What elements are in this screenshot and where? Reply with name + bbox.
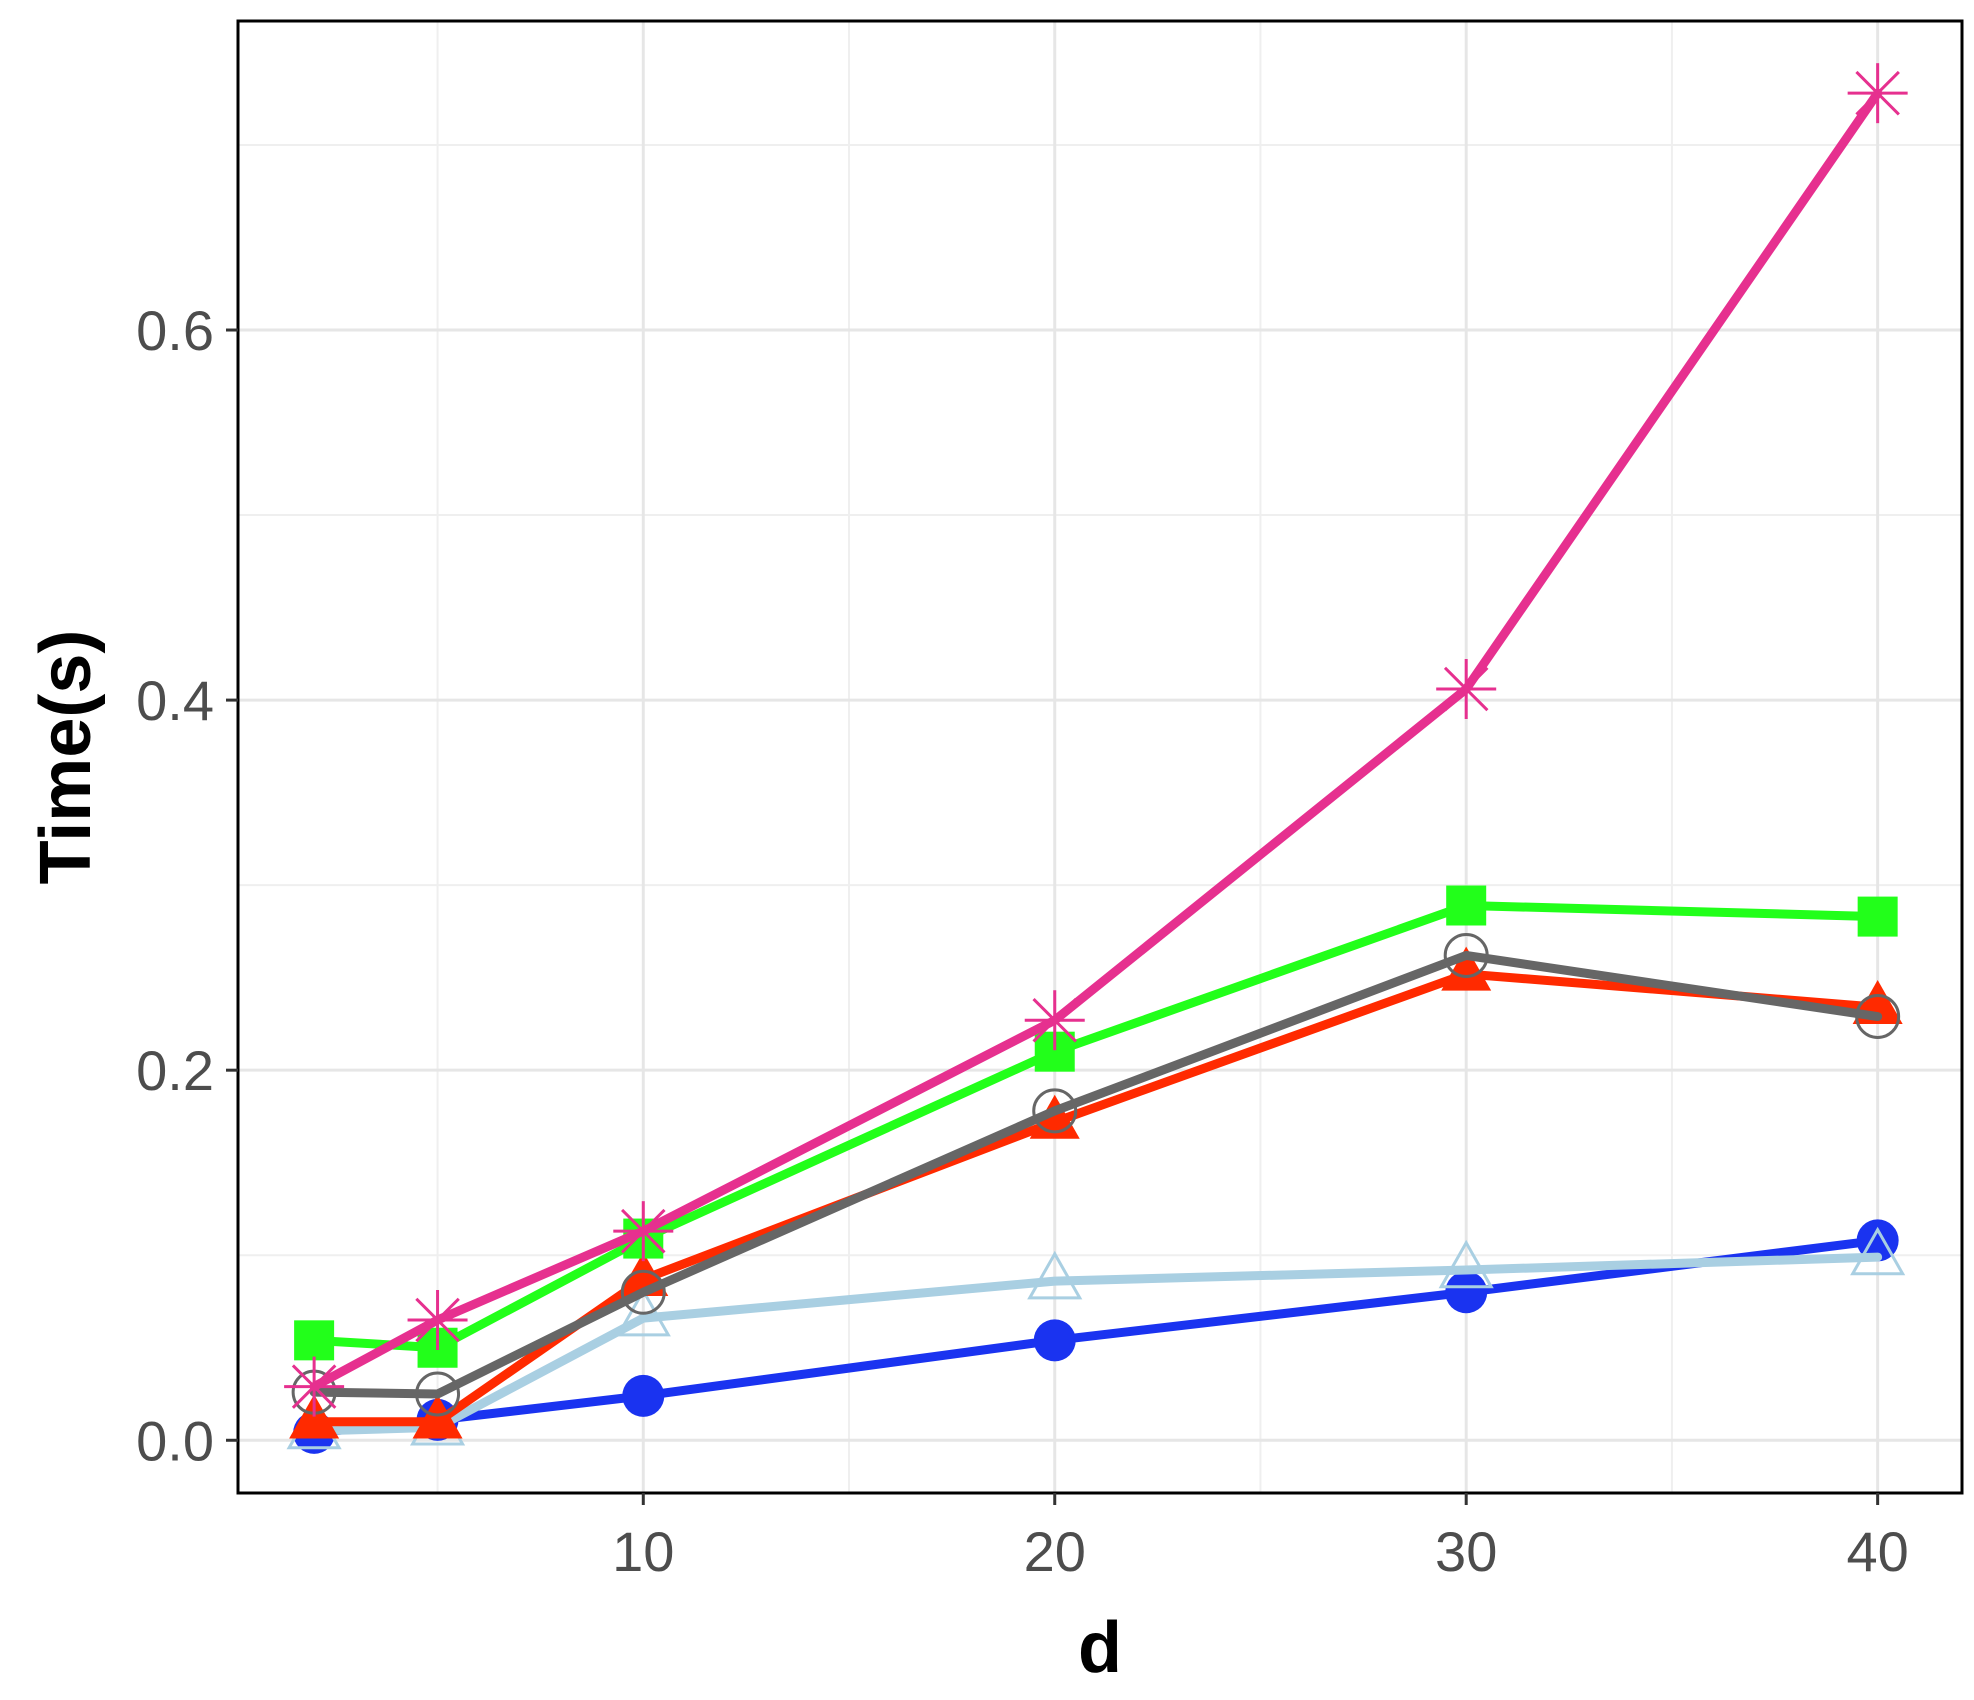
asterisk-stroke: [1032, 997, 1078, 1043]
data-point: [284, 1356, 345, 1417]
data-point: [1857, 896, 1898, 937]
series-layer: [284, 63, 1908, 1454]
x-tick-label: 10: [612, 1520, 674, 1583]
data-point: [1438, 1239, 1494, 1289]
axis-ticks: [226, 328, 1880, 1505]
y-tick-label: 0.0: [136, 1409, 214, 1472]
data-point: [1441, 946, 1492, 991]
series-line: [309, 950, 1883, 1399]
data-point: [1855, 994, 1901, 1040]
asterisk-stroke: [621, 1208, 666, 1254]
data-point: [294, 1320, 335, 1361]
y-axis-tick-labels: 0.0 0.2 0.4 0.6: [136, 299, 214, 1472]
minor-gridlines: [238, 21, 1962, 1493]
series-line: [309, 900, 1883, 1353]
asterisk-stroke: [1443, 666, 1489, 712]
series-line: [309, 1252, 1883, 1436]
plot-panel-border: [236, 19, 1964, 1495]
y-tick-label: 0.2: [136, 1039, 214, 1102]
data-point: [615, 1287, 671, 1337]
data-point: [620, 1269, 666, 1315]
data-point: [415, 1371, 461, 1417]
data-point: [407, 1289, 468, 1350]
asterisk-stroke: [415, 1297, 460, 1343]
asterisk-stroke: [1855, 70, 1900, 116]
data-point: [1032, 1088, 1078, 1134]
x-tick-label: 20: [1024, 1520, 1086, 1583]
asterisk-stroke: [291, 1364, 337, 1409]
data-point: [1445, 1271, 1488, 1314]
series-5: [294, 885, 1898, 1368]
major-gridlines: [238, 21, 1962, 1493]
series-3: [289, 946, 1903, 1439]
data-point: [613, 1201, 674, 1262]
y-tick-label: 0.6: [136, 299, 214, 362]
series-line: [309, 88, 1883, 1392]
data-point: [622, 1374, 665, 1417]
data-point: [1436, 658, 1497, 719]
data-point: [1446, 885, 1487, 926]
x-axis-tick-labels: 10 20 30 40: [612, 1520, 1909, 1583]
data-point: [1027, 1250, 1083, 1300]
series-4: [291, 932, 1901, 1417]
y-axis-title: Time(s): [26, 630, 106, 885]
y-tick-label: 0.4: [136, 669, 214, 732]
data-point: [1443, 932, 1489, 978]
data-point: [1033, 1319, 1076, 1362]
data-point: [1847, 63, 1908, 124]
x-axis-title: d: [1078, 1608, 1122, 1688]
x-tick-label: 40: [1847, 1520, 1909, 1583]
data-point: [1024, 990, 1085, 1051]
data-point: [1850, 1226, 1906, 1276]
x-tick-label: 30: [1435, 1520, 1497, 1583]
series-6: [284, 63, 1908, 1417]
